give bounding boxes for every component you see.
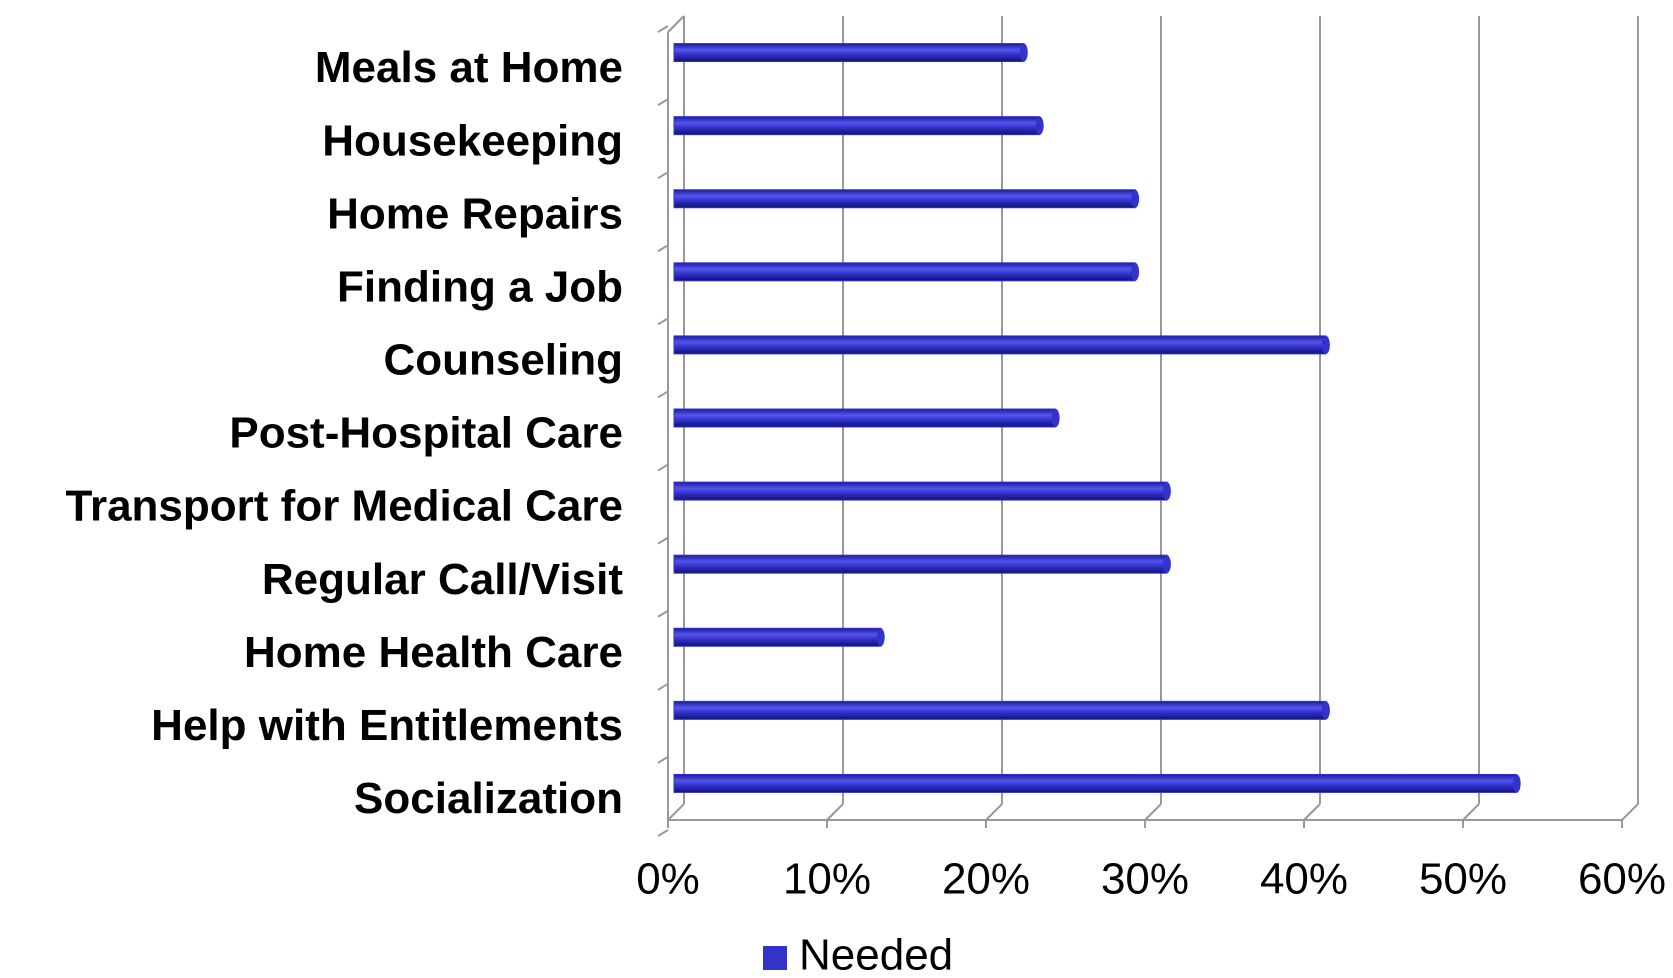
category-tick (657, 609, 669, 618)
bar (673, 554, 1168, 574)
bar (673, 189, 1136, 209)
bar-cap (1019, 43, 1028, 62)
category-tick (657, 390, 669, 399)
bar (673, 116, 1041, 136)
grid-floor (667, 803, 685, 821)
y-tick-label: Meals at Home (315, 43, 623, 92)
grid-floor (985, 803, 1003, 821)
category-tick (657, 171, 669, 180)
bar-cap (1035, 116, 1044, 135)
legend-swatch (763, 946, 787, 970)
y-tick-label: Housekeeping (322, 116, 623, 165)
legend-label: Needed (799, 931, 953, 978)
grid-floor (1303, 803, 1321, 821)
y-tick-label: Socialization (354, 774, 623, 823)
grid-floor (1462, 803, 1480, 821)
category-tick (657, 25, 669, 33)
bar-cap (876, 628, 885, 647)
axis-corner (667, 15, 685, 33)
bar (673, 408, 1057, 428)
bar (673, 335, 1327, 355)
grid-floor (1621, 803, 1639, 821)
grid-floor (1144, 803, 1162, 821)
category-tick (657, 98, 669, 106)
category-tick (657, 829, 669, 837)
x-tick-label: 30% (1101, 855, 1189, 904)
y-tick-label: Transport for Medical Care (66, 482, 623, 531)
category-tick (657, 682, 669, 691)
bar-cap (1162, 482, 1171, 501)
category-tick (657, 756, 669, 764)
bar-cap (1321, 701, 1330, 720)
x-tick-label: 60% (1578, 855, 1666, 904)
bar-cap (1131, 262, 1140, 281)
bar-cap (1512, 774, 1521, 793)
x-tick-label: 10% (783, 855, 871, 904)
bar-cap (1321, 335, 1330, 354)
grid-floor (826, 803, 844, 821)
bar-cap (1162, 555, 1171, 574)
category-tick (657, 463, 669, 472)
bar (673, 262, 1136, 282)
y-tick-label: Post-Hospital Care (229, 409, 623, 458)
bar-cap (1051, 409, 1060, 427)
y-tick-label: Finding a Job (337, 262, 623, 311)
bar (673, 773, 1518, 793)
category-tick (657, 244, 669, 253)
bar (673, 481, 1168, 501)
x-tick-label: 40% (1260, 855, 1348, 904)
y-tick-label: Regular Call/Visit (262, 555, 623, 604)
bar-cap (1131, 189, 1140, 208)
x-tick-label: 0% (636, 855, 700, 904)
x-tick-label: 50% (1419, 855, 1507, 904)
x-tick-label: 20% (942, 855, 1030, 904)
y-tick-label: Counseling (383, 336, 623, 385)
bar (673, 700, 1327, 720)
category-tick (657, 317, 669, 326)
bar (673, 627, 882, 647)
y-tick-label: Help with Entitlements (151, 701, 623, 750)
y-tick-label: Home Repairs (327, 189, 623, 238)
y-tick-label: Home Health Care (244, 628, 623, 677)
bar (673, 43, 1025, 63)
category-tick (657, 536, 669, 545)
